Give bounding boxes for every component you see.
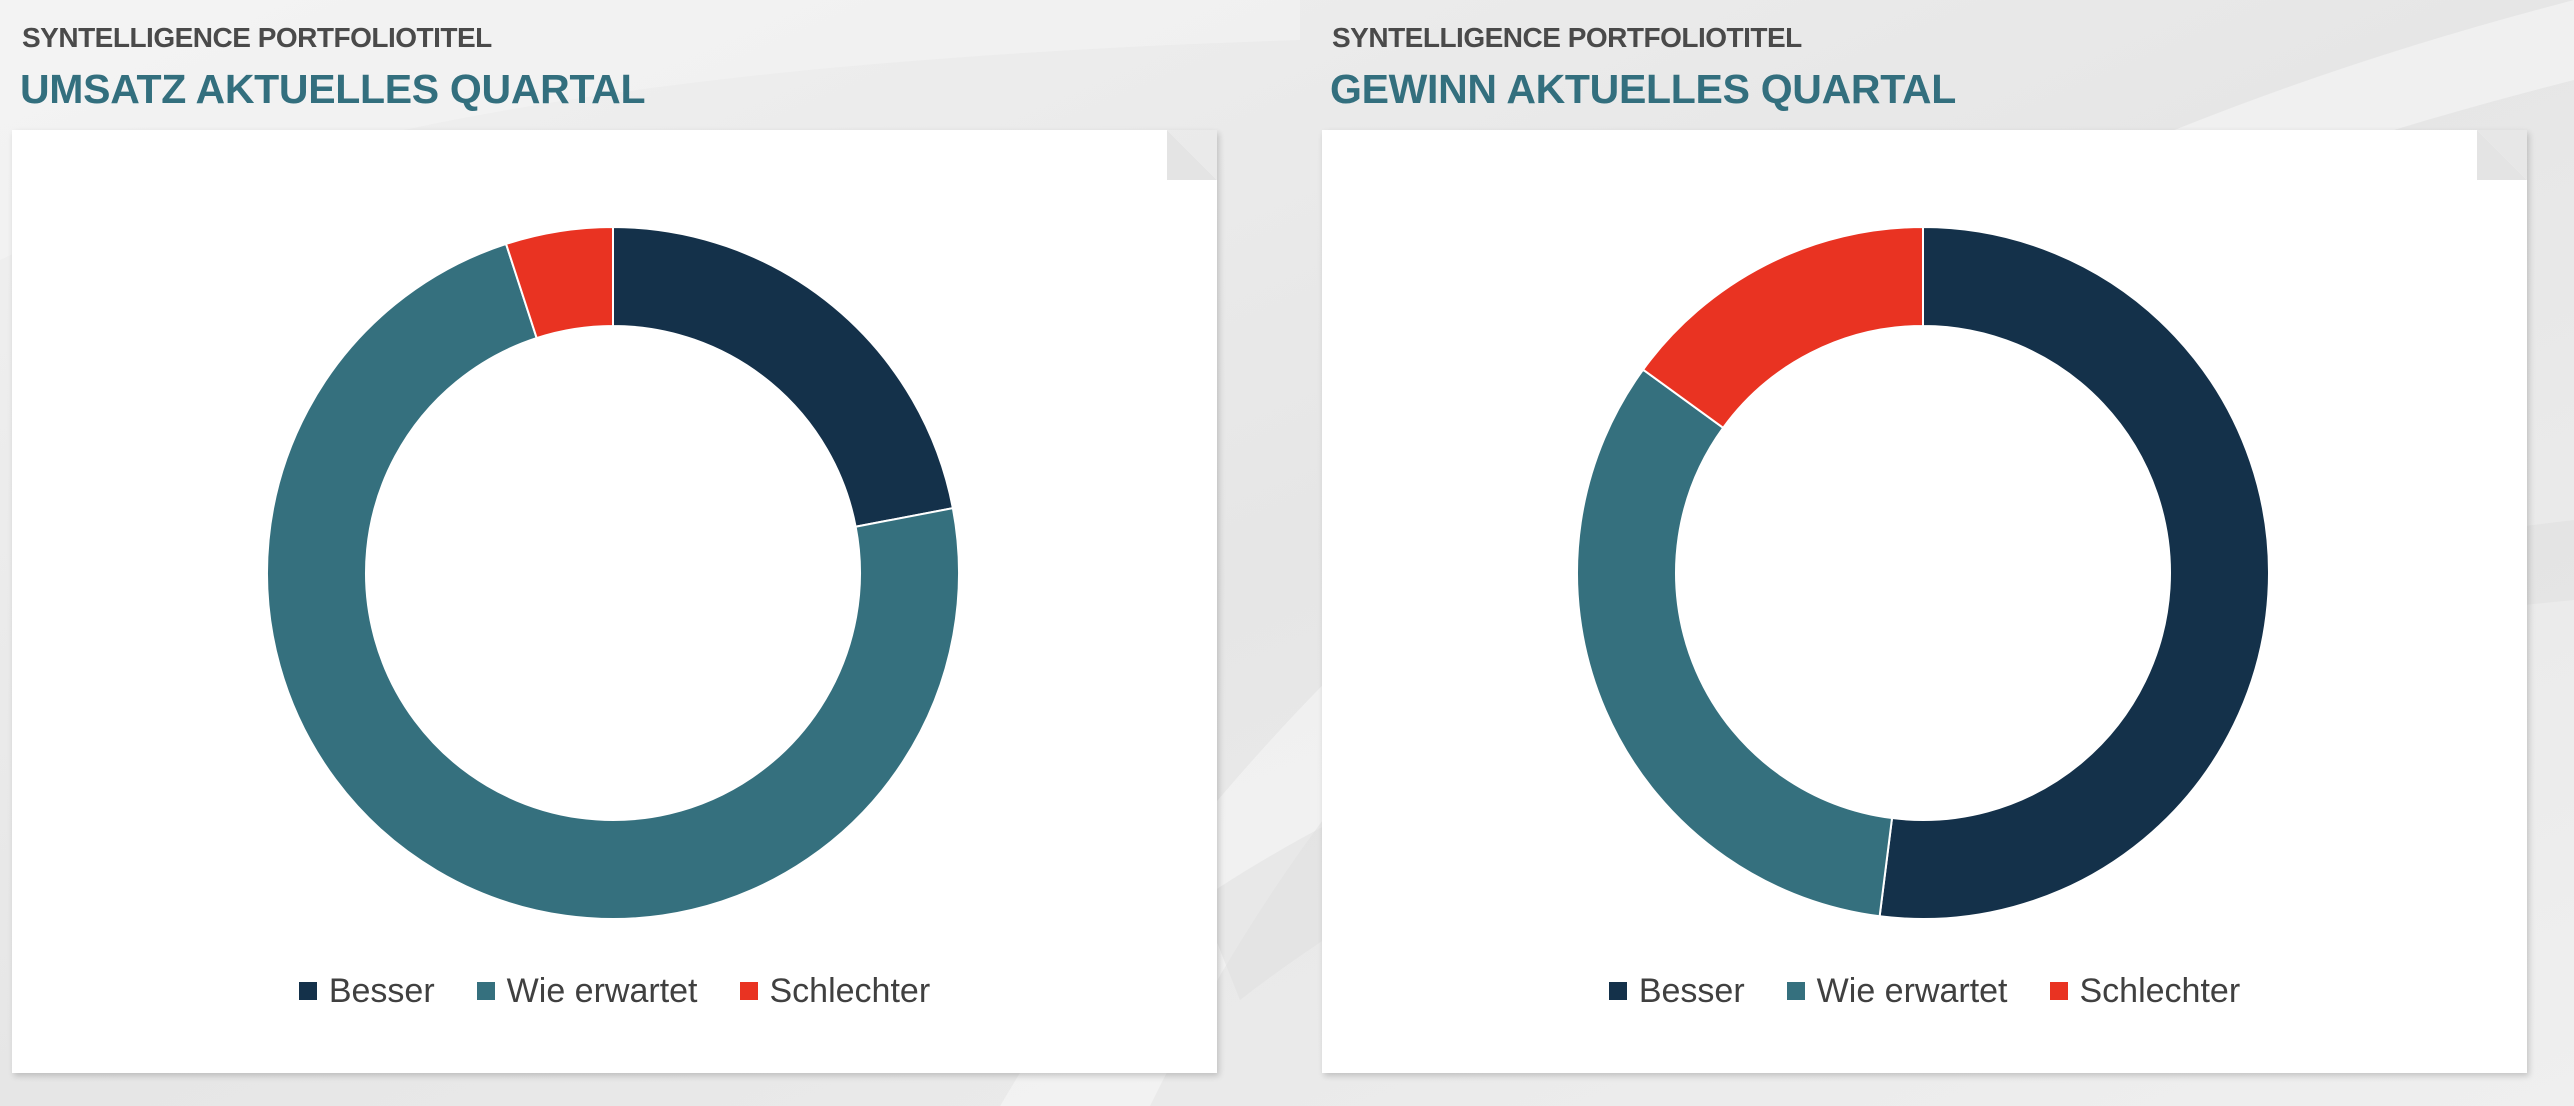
chart-title: UMSATZ AKTUELLES QUARTAL <box>20 66 646 112</box>
legend-swatch-wie-erwartet <box>1786 982 1805 1000</box>
legend-item-besser: Besser <box>1608 971 1745 1011</box>
legend-label-besser: Besser <box>1638 971 1745 1010</box>
legend-item-wie-erwartet: Wie erwartet <box>476 971 698 1011</box>
legend-swatch-schlechter <box>739 982 758 1000</box>
revenue-donut-chart <box>12 130 1217 1073</box>
donut-slice-schlechter <box>1641 225 1924 430</box>
profit-panel: SYNTELLIGENCE PORTFOLIOTITEL GEWINN AKTU… <box>1310 0 2550 1106</box>
legend-label-wie-erwartet: Wie erwartet <box>1816 971 2008 1010</box>
chart-title: GEWINN AKTUELLES QUARTAL <box>1330 66 1956 112</box>
legend-swatch-schlechter <box>2049 982 2068 1000</box>
donut-slice-besser <box>1878 225 2270 920</box>
chart-card: Besser Wie erwartet Schlechter <box>12 130 1217 1073</box>
donut-slice-wie-erwartet <box>266 242 960 920</box>
legend-item-besser: Besser <box>298 971 435 1011</box>
legend-swatch-besser <box>1608 982 1627 1000</box>
legend-label-besser: Besser <box>328 971 435 1010</box>
legend-item-schlechter: Schlechter <box>2049 971 2241 1011</box>
legend-swatch-wie-erwartet <box>476 982 495 1000</box>
revenue-panel: SYNTELLIGENCE PORTFOLIOTITEL UMSATZ AKTU… <box>0 0 1240 1106</box>
legend-label-schlechter: Schlechter <box>2079 971 2241 1010</box>
chart-legend: Besser Wie erwartet Schlechter <box>12 968 1217 1014</box>
portfolio-subtitle: SYNTELLIGENCE PORTFOLIOTITEL <box>22 22 492 53</box>
donut-slice-wie-erwartet <box>1576 368 1894 918</box>
profit-donut-chart <box>1322 130 2527 1073</box>
legend-item-schlechter: Schlechter <box>739 971 931 1011</box>
legend-item-wie-erwartet: Wie erwartet <box>1786 971 2008 1011</box>
donut-slice-schlechter <box>504 225 614 340</box>
chart-legend: Besser Wie erwartet Schlechter <box>1322 968 2527 1014</box>
portfolio-subtitle: SYNTELLIGENCE PORTFOLIOTITEL <box>1332 22 1802 53</box>
legend-label-wie-erwartet: Wie erwartet <box>506 971 698 1010</box>
legend-label-schlechter: Schlechter <box>769 971 931 1010</box>
legend-swatch-besser <box>298 982 317 1000</box>
chart-card: Besser Wie erwartet Schlechter <box>1322 130 2527 1073</box>
